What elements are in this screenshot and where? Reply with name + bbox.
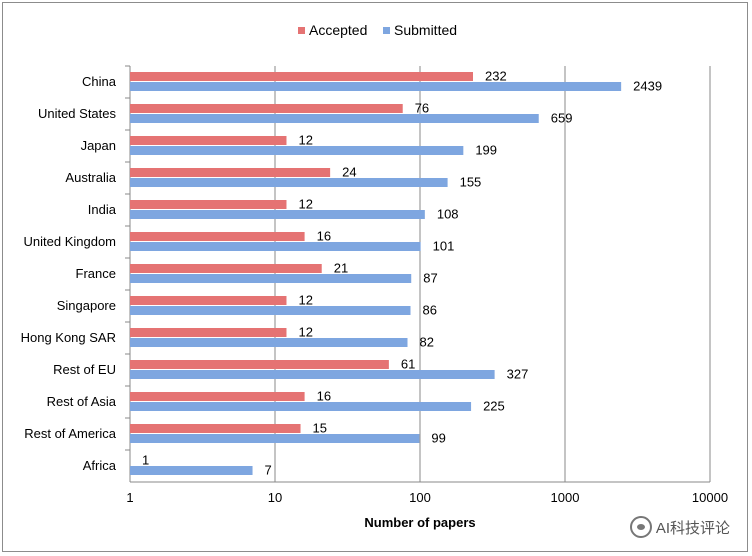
data-label: 99 bbox=[431, 431, 445, 446]
category-label: Australia bbox=[65, 170, 116, 185]
data-label: 225 bbox=[483, 399, 505, 414]
data-label: 82 bbox=[420, 335, 434, 350]
data-label: 12 bbox=[298, 293, 312, 308]
wechat-icon bbox=[629, 516, 652, 538]
data-label: 7 bbox=[265, 463, 272, 478]
bar-accepted bbox=[130, 104, 403, 113]
data-label: 1 bbox=[142, 453, 149, 468]
category-label: France bbox=[76, 266, 116, 281]
data-label: 2439 bbox=[633, 79, 662, 94]
data-label: 155 bbox=[460, 175, 482, 190]
legend-label: Accepted bbox=[309, 22, 367, 38]
bar-submitted bbox=[130, 306, 411, 315]
bar-accepted bbox=[130, 72, 473, 81]
data-label: 87 bbox=[423, 271, 437, 286]
bar-accepted bbox=[130, 360, 389, 369]
bar-submitted bbox=[130, 82, 622, 91]
data-label: 15 bbox=[313, 421, 327, 436]
category-label: India bbox=[88, 202, 117, 217]
bar-accepted bbox=[130, 424, 301, 433]
legend-label: Submitted bbox=[394, 22, 457, 38]
category-label: Rest of EU bbox=[53, 362, 116, 377]
x-tick-label: 100 bbox=[409, 490, 431, 505]
legend-swatch-submitted bbox=[383, 27, 390, 34]
x-tick-label: 10 bbox=[268, 490, 282, 505]
data-label: 108 bbox=[437, 207, 459, 222]
bar-submitted bbox=[130, 114, 539, 123]
category-label: China bbox=[82, 74, 117, 89]
data-label: 24 bbox=[342, 165, 356, 180]
data-label: 86 bbox=[423, 303, 437, 318]
category-label: Singapore bbox=[57, 298, 116, 313]
data-label: 16 bbox=[317, 389, 331, 404]
bar-submitted bbox=[130, 402, 472, 411]
bar-submitted bbox=[130, 274, 412, 283]
bar-submitted bbox=[130, 466, 253, 475]
data-label: 61 bbox=[401, 357, 415, 372]
watermark-text: AI科技评论 bbox=[655, 519, 730, 537]
x-axis-label: Number of papers bbox=[364, 515, 475, 530]
data-label: 199 bbox=[475, 143, 497, 158]
watermark: AI科技评论 bbox=[629, 516, 730, 538]
data-label: 12 bbox=[298, 133, 312, 148]
bar-submitted bbox=[130, 146, 464, 155]
bar-submitted bbox=[130, 434, 420, 443]
data-label: 232 bbox=[485, 69, 507, 84]
x-tick-label: 1000 bbox=[551, 490, 580, 505]
bar-accepted bbox=[130, 392, 305, 401]
data-label: 16 bbox=[317, 229, 331, 244]
category-label: United States bbox=[38, 106, 117, 121]
category-label: Hong Kong SAR bbox=[21, 330, 116, 345]
bar-submitted bbox=[130, 338, 408, 347]
bar-submitted bbox=[130, 178, 448, 187]
category-label: Rest of America bbox=[24, 426, 117, 441]
bar-submitted bbox=[130, 370, 495, 379]
category-label: Rest of Asia bbox=[47, 394, 117, 409]
bar-accepted bbox=[130, 200, 287, 209]
bar-submitted bbox=[130, 242, 421, 251]
bar-accepted bbox=[130, 136, 287, 145]
data-label: 12 bbox=[298, 197, 312, 212]
data-label: 659 bbox=[551, 111, 573, 126]
bar-accepted bbox=[130, 232, 305, 241]
data-label: 101 bbox=[433, 239, 455, 254]
bar-accepted bbox=[130, 168, 331, 177]
data-label: 21 bbox=[334, 261, 348, 276]
bar-accepted bbox=[130, 296, 287, 305]
category-label: Japan bbox=[81, 138, 116, 153]
legend-swatch-accepted bbox=[298, 27, 305, 34]
data-label: 327 bbox=[507, 367, 529, 382]
category-label: Africa bbox=[83, 458, 117, 473]
bar-accepted bbox=[130, 328, 287, 337]
x-tick-label: 10000 bbox=[692, 490, 728, 505]
x-tick-label: 1 bbox=[126, 490, 133, 505]
bar-accepted bbox=[130, 264, 322, 273]
bar-submitted bbox=[130, 210, 425, 219]
data-label: 76 bbox=[415, 101, 429, 116]
category-label: United Kingdom bbox=[24, 234, 117, 249]
data-label: 12 bbox=[298, 325, 312, 340]
